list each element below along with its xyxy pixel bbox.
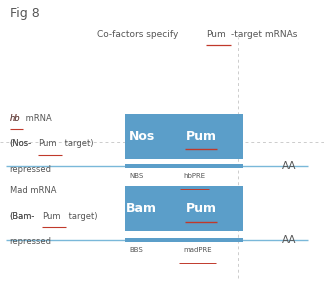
Bar (125, 114, 159, 159)
Text: NBS: NBS (129, 173, 143, 179)
Text: Pum: Pum (185, 130, 216, 143)
Text: madPRE: madPRE (183, 247, 212, 253)
Bar (159, 238, 243, 242)
Text: Co-factors specify: Co-factors specify (97, 30, 181, 39)
Bar (159, 114, 243, 159)
Text: hb: hb (10, 114, 20, 123)
Text: Fig 8: Fig 8 (10, 7, 40, 20)
Text: mRNA: mRNA (23, 114, 52, 123)
Text: hbPRE: hbPRE (183, 173, 205, 179)
Text: Bam: Bam (126, 202, 157, 215)
Text: Mad mRNA: Mad mRNA (10, 186, 56, 195)
Text: Pum: Pum (185, 202, 216, 215)
Text: repressed: repressed (10, 237, 52, 246)
Text: -target mRNAs: -target mRNAs (231, 30, 298, 39)
Text: (Bam-: (Bam- (10, 212, 35, 221)
Bar (159, 186, 243, 231)
Text: madPRE: madPRE (183, 247, 212, 253)
Text: Pum: Pum (38, 139, 57, 148)
Text: AA: AA (282, 161, 296, 171)
Bar (159, 164, 243, 168)
Text: hbPRE: hbPRE (183, 173, 205, 179)
Bar (125, 238, 159, 242)
Text: Pum: Pum (42, 212, 61, 221)
Bar (125, 186, 159, 231)
Text: BBS: BBS (129, 247, 143, 253)
Text: target): target) (62, 139, 94, 148)
Text: (Nos-: (Nos- (10, 139, 32, 148)
Bar (125, 164, 159, 168)
Text: AA: AA (282, 235, 296, 245)
Text: repressed: repressed (10, 165, 52, 174)
Text: hb: hb (10, 114, 20, 123)
Text: Pum: Pum (206, 30, 226, 39)
Text: (Bam-: (Bam- (10, 212, 35, 221)
Text: (Nos-: (Nos- (10, 139, 32, 148)
Text: target): target) (66, 212, 98, 221)
Text: Nos: Nos (129, 130, 155, 143)
